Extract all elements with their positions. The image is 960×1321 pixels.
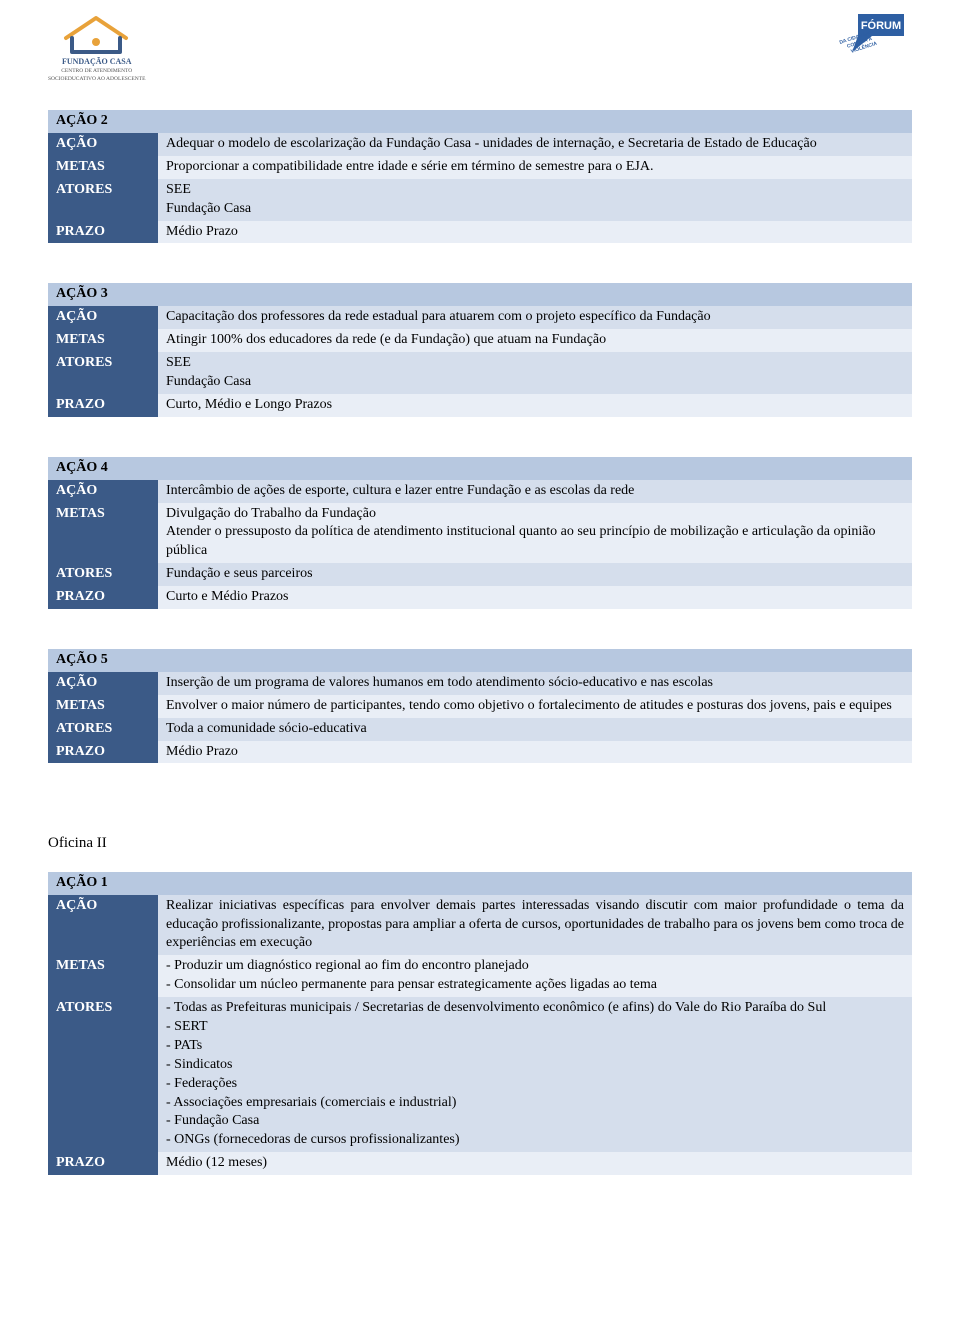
oficina-container: AÇÃO 1AÇÃORealizar iniciativas específic… — [48, 872, 912, 1175]
action-block: AÇÃO 4AÇÃOIntercâmbio de ações de esport… — [48, 457, 912, 609]
action-row: AÇÃOIntercâmbio de ações de esporte, cul… — [48, 480, 912, 503]
row-value: Médio (12 meses) — [158, 1152, 912, 1175]
action-row: METAS- Produzir um diagnóstico regional … — [48, 955, 912, 997]
action-header-row: AÇÃO 1 — [48, 872, 912, 895]
action-row: PRAZOMédio Prazo — [48, 741, 912, 764]
row-label: AÇÃO — [48, 895, 158, 956]
action-row: AÇÃOCapacitação dos professores da rede … — [48, 306, 912, 329]
row-value: SEEFundação Casa — [158, 352, 912, 394]
row-label: ATORES — [48, 352, 158, 394]
row-label: PRAZO — [48, 221, 158, 244]
action-row: PRAZOMédio Prazo — [48, 221, 912, 244]
action-block: AÇÃO 5AÇÃOInserção de um programa de val… — [48, 649, 912, 763]
row-value: Toda a comunidade sócio-educativa — [158, 718, 912, 741]
row-label: AÇÃO — [48, 672, 158, 695]
row-label: METAS — [48, 156, 158, 179]
action-row: ATORES- Todas as Prefeituras municipais … — [48, 997, 912, 1152]
row-value: SEEFundação Casa — [158, 179, 912, 221]
row-label: PRAZO — [48, 1152, 158, 1175]
row-label: ATORES — [48, 179, 158, 221]
row-label: METAS — [48, 695, 158, 718]
row-label: METAS — [48, 503, 158, 564]
action-row: PRAZOCurto e Médio Prazos — [48, 586, 912, 609]
row-value: Envolver o maior número de participantes… — [158, 695, 912, 718]
action-row: AÇÃOAdequar o modelo de escolarização da… — [48, 133, 912, 156]
row-value: Fundação e seus parceiros — [158, 563, 912, 586]
action-title: AÇÃO 1 — [48, 872, 912, 895]
action-row: AÇÃOInserção de um programa de valores h… — [48, 672, 912, 695]
row-value: Intercâmbio de ações de esporte, cultura… — [158, 480, 912, 503]
action-row: METASAtingir 100% dos educadores da rede… — [48, 329, 912, 352]
logo-left-title: FUNDAÇÃO CASA — [62, 58, 132, 66]
sections-container: AÇÃO 2AÇÃOAdequar o modelo de escolariza… — [48, 110, 912, 763]
action-row: ATORESSEEFundação Casa — [48, 352, 912, 394]
logo-left-sub2: SOCIOEDUCATIVO AO ADOLESCENTE — [48, 76, 145, 82]
row-value: Atingir 100% dos educadores da rede (e d… — [158, 329, 912, 352]
action-title: AÇÃO 3 — [48, 283, 912, 306]
action-title: AÇÃO 2 — [48, 110, 912, 133]
row-label: ATORES — [48, 997, 158, 1152]
action-header-row: AÇÃO 4 — [48, 457, 912, 480]
action-block: AÇÃO 3AÇÃOCapacitação dos professores da… — [48, 283, 912, 416]
action-table: AÇÃO 5AÇÃOInserção de um programa de val… — [48, 649, 912, 763]
action-table: AÇÃO 3AÇÃOCapacitação dos professores da… — [48, 283, 912, 416]
header-logos: FUNDAÇÃO CASA CENTRO DE ATENDIMENTO SOCI… — [48, 12, 912, 82]
row-label: ATORES — [48, 718, 158, 741]
row-value: Adequar o modelo de escolarização da Fun… — [158, 133, 912, 156]
row-value: - Produzir um diagnóstico regional ao fi… — [158, 955, 912, 997]
house-logo-icon — [58, 12, 136, 56]
action-title: AÇÃO 5 — [48, 649, 912, 672]
action-row: PRAZOMédio (12 meses) — [48, 1152, 912, 1175]
row-value: Médio Prazo — [158, 221, 912, 244]
action-title: AÇÃO 4 — [48, 457, 912, 480]
row-label: PRAZO — [48, 741, 158, 764]
action-table: AÇÃO 2AÇÃOAdequar o modelo de escolariza… — [48, 110, 912, 243]
row-label: AÇÃO — [48, 480, 158, 503]
action-table: AÇÃO 1AÇÃORealizar iniciativas específic… — [48, 872, 912, 1175]
action-row: ATORESSEEFundação Casa — [48, 179, 912, 221]
row-value: Capacitação dos professores da rede esta… — [158, 306, 912, 329]
row-label: METAS — [48, 329, 158, 352]
action-row: ATORESToda a comunidade sócio-educativa — [48, 718, 912, 741]
row-value: - Todas as Prefeituras municipais / Secr… — [158, 997, 912, 1152]
action-block: AÇÃO 2AÇÃOAdequar o modelo de escolariza… — [48, 110, 912, 243]
row-value: Curto, Médio e Longo Prazos — [158, 394, 912, 417]
row-label: PRAZO — [48, 586, 158, 609]
row-value: Realizar iniciativas específicas para en… — [158, 895, 912, 956]
action-table: AÇÃO 4AÇÃOIntercâmbio de ações de esport… — [48, 457, 912, 609]
row-value: Divulgação do Trabalho da FundaçãoAtende… — [158, 503, 912, 564]
action-header-row: AÇÃO 2 — [48, 110, 912, 133]
action-row: AÇÃORealizar iniciativas específicas par… — [48, 895, 912, 956]
logo-forum: FÓRUM DA CIDADANIA CONTRA A VIOLÊNCIA — [832, 12, 912, 68]
page: FUNDAÇÃO CASA CENTRO DE ATENDIMENTO SOCI… — [0, 0, 960, 1215]
row-value: Inserção de um programa de valores human… — [158, 672, 912, 695]
action-row: METASDivulgação do Trabalho da FundaçãoA… — [48, 503, 912, 564]
row-label: AÇÃO — [48, 133, 158, 156]
row-label: METAS — [48, 955, 158, 997]
row-value: Curto e Médio Prazos — [158, 586, 912, 609]
action-row: METASEnvolver o maior número de particip… — [48, 695, 912, 718]
logo-fundacao-casa: FUNDAÇÃO CASA CENTRO DE ATENDIMENTO SOCI… — [48, 12, 145, 82]
row-label: PRAZO — [48, 394, 158, 417]
action-header-row: AÇÃO 3 — [48, 283, 912, 306]
row-value: Médio Prazo — [158, 741, 912, 764]
action-block: AÇÃO 1AÇÃORealizar iniciativas específic… — [48, 872, 912, 1175]
logo-left-sub1: CENTRO DE ATENDIMENTO — [61, 68, 132, 74]
row-label: AÇÃO — [48, 306, 158, 329]
oficina-heading: Oficina II — [48, 833, 912, 853]
forum-logo-icon: FÓRUM DA CIDADANIA CONTRA A VIOLÊNCIA — [832, 12, 912, 68]
action-row: PRAZOCurto, Médio e Longo Prazos — [48, 394, 912, 417]
action-header-row: AÇÃO 5 — [48, 649, 912, 672]
action-row: METASProporcionar a compatibilidade entr… — [48, 156, 912, 179]
action-row: ATORESFundação e seus parceiros — [48, 563, 912, 586]
row-label: ATORES — [48, 563, 158, 586]
row-value: Proporcionar a compatibilidade entre ida… — [158, 156, 912, 179]
